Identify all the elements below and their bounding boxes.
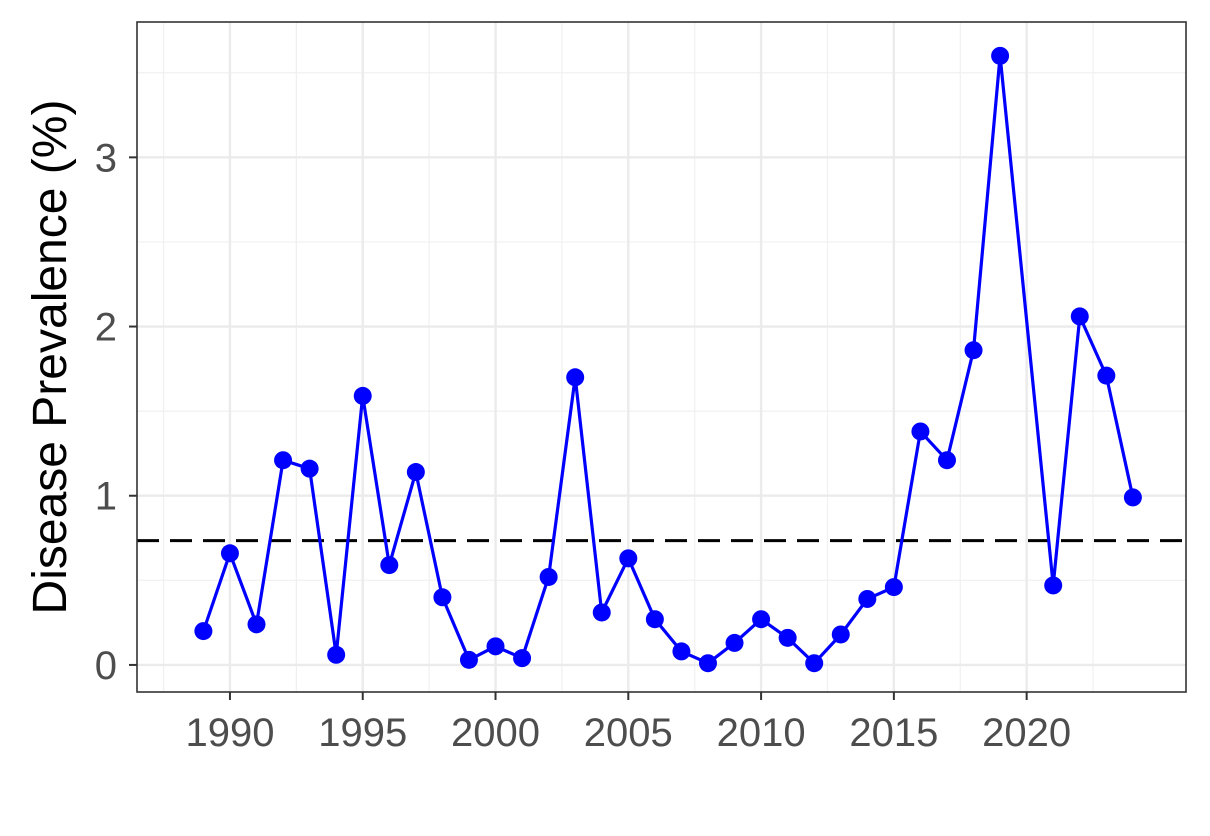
y-axis-title: Disease Prevalence (%) (24, 100, 77, 615)
data-point (1123, 488, 1142, 507)
data-point (459, 650, 478, 669)
data-point (566, 368, 585, 387)
y-tick-label: 2 (95, 306, 117, 350)
data-point (513, 649, 532, 668)
data-point (619, 549, 638, 568)
y-tick-label: 0 (95, 644, 117, 688)
data-point (327, 645, 346, 664)
x-tick-label: 2015 (849, 711, 938, 755)
data-point (778, 628, 797, 647)
data-point (274, 451, 293, 470)
data-point (752, 610, 771, 629)
series-layer (194, 46, 1142, 673)
data-point (884, 578, 903, 597)
data-point (805, 654, 824, 673)
y-axis-tick-labels: 0 1 2 3 (95, 136, 117, 688)
x-tick-label: 2005 (584, 711, 673, 755)
x-tick-label: 2000 (451, 711, 540, 755)
y-axis-ticks (129, 156, 137, 666)
data-point (486, 637, 505, 656)
data-point (1097, 366, 1116, 385)
data-point (672, 642, 691, 661)
plot-panel-border (136, 21, 1187, 693)
data-point (725, 633, 744, 652)
data-point (380, 556, 399, 575)
x-tick-label: 2010 (717, 711, 806, 755)
data-point (911, 422, 930, 441)
data-point (592, 603, 611, 622)
y-tick-label: 3 (95, 136, 117, 180)
y-tick-label: 1 (95, 475, 117, 519)
x-axis-ticks (228, 692, 1028, 700)
data-point (406, 463, 425, 482)
data-point (353, 386, 372, 405)
data-point (194, 622, 213, 641)
x-tick-label: 1990 (185, 711, 274, 755)
x-tick-label: 1995 (318, 711, 407, 755)
data-point (858, 589, 877, 608)
data-point (433, 588, 452, 607)
data-point (991, 46, 1010, 65)
data-point (645, 610, 664, 629)
data-point (1070, 307, 1089, 326)
data-point (1044, 576, 1063, 595)
data-point (247, 615, 266, 634)
data-point (300, 459, 319, 478)
x-tick-label: 2020 (982, 711, 1071, 755)
data-point (937, 451, 956, 470)
major-gridlines (137, 22, 1186, 692)
data-point (539, 567, 558, 586)
minor-gridlines (137, 22, 1186, 692)
data-point (964, 341, 983, 360)
data-point (831, 625, 850, 644)
data-point (698, 654, 717, 673)
data-point (220, 544, 239, 563)
x-axis-tick-labels: 1990 1995 2000 2005 2010 2015 2020 (185, 711, 1071, 755)
